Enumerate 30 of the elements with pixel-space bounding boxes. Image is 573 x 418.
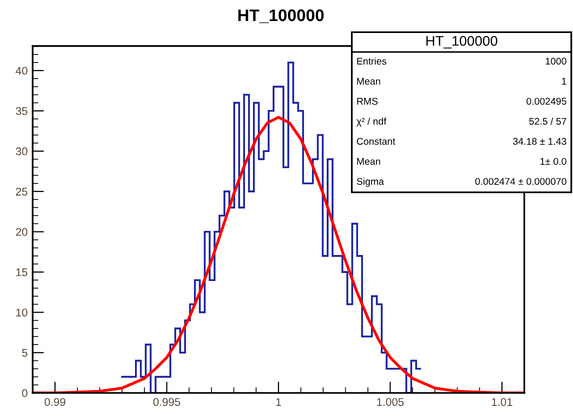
annotation: Entries — [357, 57, 386, 65]
text: 1000 — [546, 58, 566, 65]
y-tick-label: 30 — [16, 147, 28, 156]
annotation: HT_100000 — [426, 36, 498, 48]
text: 1± 0.0 — [540, 158, 566, 165]
annotation: Mean — [357, 158, 380, 165]
x-tick-label: 0.99 — [44, 398, 66, 406]
y-tick-label: 15 — [16, 268, 28, 276]
x-tick-label: 1.01 — [492, 398, 512, 406]
text: 1 — [562, 78, 566, 85]
y-tick-label: 10 — [16, 308, 28, 316]
x-tick-label: 1.005 — [377, 398, 404, 406]
text: 0.002495 — [526, 98, 566, 105]
y-tick-label: 40 — [16, 66, 28, 75]
annotation: RMS — [357, 98, 378, 105]
text: 52.5 / 57 — [529, 118, 566, 125]
y-tick-label: 5 — [22, 349, 28, 357]
annotation: Mean — [357, 78, 380, 85]
chart-title: HT_100000 — [238, 9, 324, 24]
y-tick-label: 20 — [16, 228, 28, 236]
annotation: 0.002474 ± 0.000070 — [475, 178, 566, 185]
x-tick-label: 1 — [276, 398, 282, 406]
annotation: 34.18 ± 1.43 — [513, 138, 566, 145]
y-tick-label: 35 — [16, 107, 28, 115]
annotation: Sigma — [356, 178, 384, 187]
y-tick-label: 0 — [22, 389, 28, 398]
y-tick-label: 25 — [16, 188, 28, 196]
x-tick-label: 0.995 — [153, 398, 180, 406]
annotation: χ² / ndf — [356, 118, 386, 127]
annotation: Constant — [356, 138, 396, 145]
